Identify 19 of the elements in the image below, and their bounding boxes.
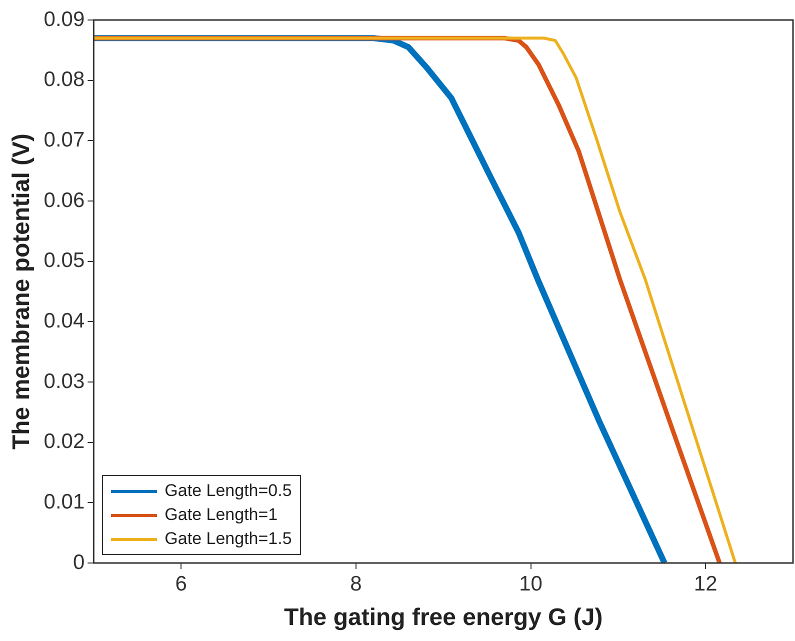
y-tick-label: 0.06 [44, 188, 85, 212]
y-tick-label: 0.04 [44, 309, 85, 332]
x-tick-label: 8 [350, 572, 362, 596]
y-tick-label: 0.05 [44, 249, 85, 272]
legend-label: Gate Length=1.5 [164, 529, 292, 549]
legend-label: Gate Length=1 [164, 505, 278, 525]
y-axis-title: The membrane potential (V) [8, 133, 36, 450]
x-tick-label: 10 [519, 572, 542, 596]
x-tick-label: 12 [694, 572, 718, 596]
y-tick-label: 0.02 [44, 430, 85, 454]
legend-label: Gate Length=0.5 [164, 481, 292, 501]
x-axis-title: The gating free energy G (J) [284, 604, 603, 632]
y-tick-label: 0.08 [44, 68, 85, 92]
y-tick-label: 0.09 [44, 8, 85, 31]
y-tick-label: 0.03 [44, 370, 85, 393]
y-tick-label: 0.01 [44, 490, 85, 514]
y-tick-label: 0.07 [44, 128, 85, 152]
y-tick-label: 0 [72, 550, 85, 574]
x-tick-label: 6 [175, 572, 187, 596]
